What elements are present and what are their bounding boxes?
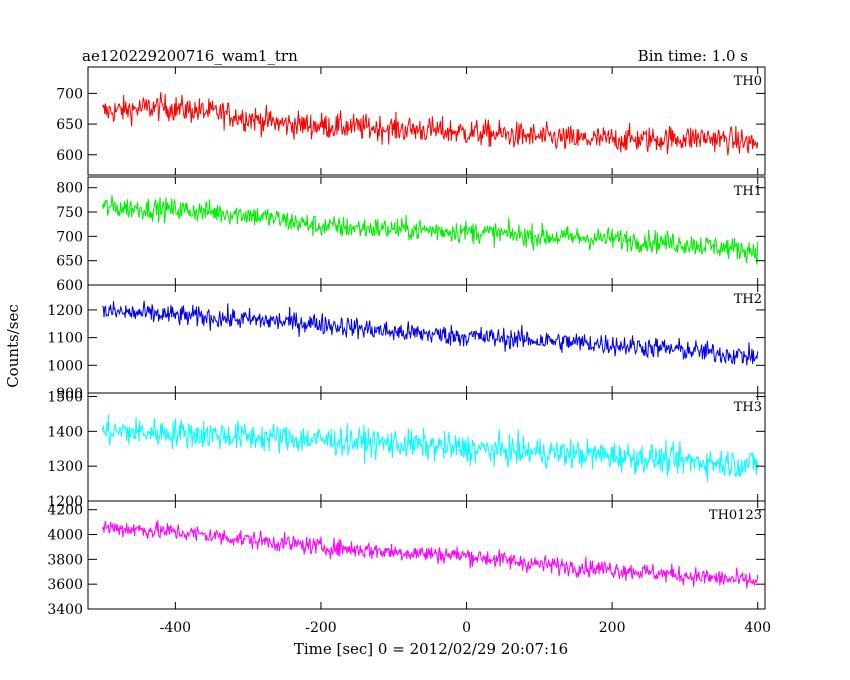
y-tick-label: 1000 bbox=[47, 358, 83, 374]
panel-frame-th0123 bbox=[87, 500, 766, 610]
bin-time-label: Bin time: 1.0 s bbox=[638, 47, 748, 65]
panel-label-th2: TH2 bbox=[734, 292, 762, 307]
panel-frame-th0 bbox=[87, 66, 766, 176]
x-tick-label: 0 bbox=[462, 620, 471, 636]
y-axis-title: Counts/sec bbox=[4, 304, 22, 388]
y-tick-label: 1100 bbox=[47, 331, 83, 347]
panels-group: 600 650 700 TH0 600 650 700 750 800 TH1 900 1000 110… bbox=[47, 66, 766, 618]
y-tick-label: 600 bbox=[56, 278, 83, 294]
x-tick-label: -400 bbox=[160, 620, 191, 636]
y-tick-label: 3400 bbox=[47, 602, 83, 618]
x-axis-ticks: -400 -200 0 200 400 bbox=[160, 620, 771, 636]
y-tick-label: 3600 bbox=[47, 577, 83, 593]
panel-frame-th1 bbox=[87, 176, 766, 286]
panel-th1: 600 650 700 750 800 TH1 bbox=[56, 176, 766, 294]
panel-label-th0: TH0 bbox=[734, 74, 762, 89]
y-tick-label: 650 bbox=[56, 254, 83, 270]
panel-label-th0123: TH0123 bbox=[709, 508, 762, 523]
panel-th0123: 3400 3600 3800 4000 4200 TH0123 bbox=[47, 500, 766, 618]
y-tick-label: 4200 bbox=[47, 503, 83, 519]
panel-label-th1: TH1 bbox=[734, 184, 762, 199]
y-tick-label: 4000 bbox=[47, 528, 83, 544]
panel-frame-th2 bbox=[87, 284, 766, 394]
y-tick-label: 700 bbox=[56, 229, 83, 245]
y-tick-label: 650 bbox=[56, 117, 83, 133]
y-tick-label: 1200 bbox=[47, 303, 83, 319]
panel-th3: 1200 1300 1400 1500 TH3 bbox=[47, 389, 766, 510]
x-tick-label: 200 bbox=[599, 620, 626, 636]
x-tick-label: 400 bbox=[744, 620, 771, 636]
series-line-th2 bbox=[102, 300, 759, 366]
series-line-th0 bbox=[102, 91, 759, 156]
y-tick-label: 1500 bbox=[47, 389, 83, 405]
panel-label-th3: TH3 bbox=[734, 400, 762, 415]
y-tick-label: 3800 bbox=[47, 552, 83, 568]
x-axis-title: Time [sec] 0 = 2012/02/29 20:07:16 bbox=[294, 640, 568, 658]
panel-th0: 600 650 700 TH0 bbox=[56, 66, 766, 176]
y-tick-label: 1300 bbox=[47, 459, 83, 475]
y-tick-label: 1200 bbox=[47, 494, 83, 510]
panel-th2: 900 1000 1100 1200 TH2 bbox=[47, 284, 766, 402]
series-line-th3 bbox=[102, 414, 759, 482]
series-line-th0123 bbox=[102, 520, 759, 589]
y-tick-label: 600 bbox=[56, 148, 83, 164]
series-line-th1 bbox=[102, 195, 759, 265]
y-tick-label: 900 bbox=[56, 386, 83, 402]
y-tick-label: 750 bbox=[56, 205, 83, 221]
x-tick-label: -200 bbox=[305, 620, 336, 636]
y-tick-label: 1400 bbox=[47, 424, 83, 440]
y-tick-label: 700 bbox=[56, 86, 83, 102]
y-tick-label: 800 bbox=[56, 181, 83, 197]
chart-title: ae120229200716_wam1_trn bbox=[82, 47, 298, 65]
